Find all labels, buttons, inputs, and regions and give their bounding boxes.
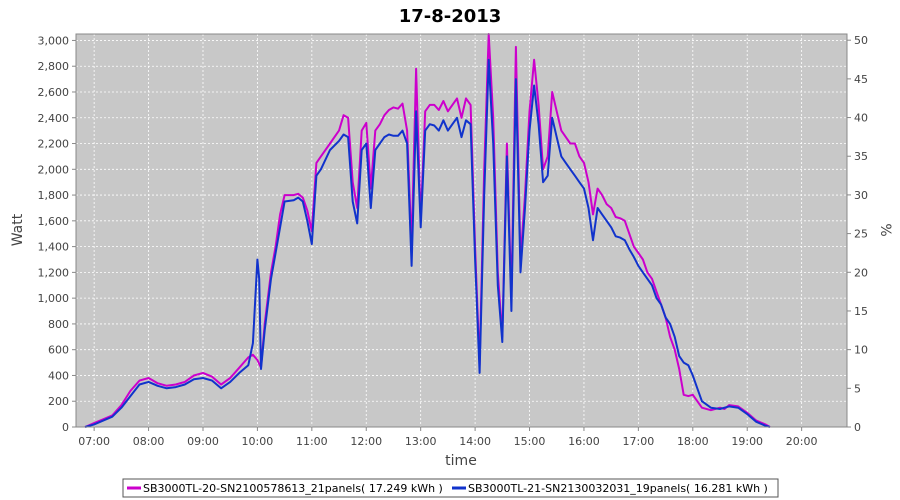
y-tick-label: 2,800 — [38, 60, 70, 73]
y-right-tick-label: 0 — [854, 421, 861, 434]
y-tick-label: 2,200 — [38, 138, 70, 151]
plot-area — [76, 34, 847, 427]
x-tick-label: 17:00 — [623, 435, 655, 448]
chart-title: 17-8-2013 — [399, 6, 502, 27]
y-axis-label: Watt — [10, 213, 26, 246]
x-tick-label: 11:00 — [296, 435, 328, 448]
x-tick-label: 15:00 — [514, 435, 546, 448]
x-tick-label: 07:00 — [78, 435, 110, 448]
y-tick-label: 200 — [48, 395, 69, 408]
y-axis-right-label: % — [877, 223, 893, 236]
x-tick-label: 13:00 — [405, 435, 437, 448]
legend: SB3000TL-20-SN2100578613_21panels( 17.24… — [122, 478, 779, 498]
x-tick-label: 19:00 — [731, 435, 763, 448]
y-tick-label: 1,400 — [38, 241, 70, 254]
y-tick-label: 2,000 — [38, 163, 70, 176]
legend-label-series-1: SB3000TL-20-SN2100578613_21panels( 17.24… — [143, 482, 443, 495]
x-tick-label: 20:00 — [786, 435, 818, 448]
y-tick-label: 2,400 — [38, 112, 70, 125]
x-axis-ticks: 07:00 08:00 09:00 10:00 11:00 12:00 13:00 14:00… — [78, 427, 817, 448]
y-tick-label: 3,000 — [38, 34, 70, 47]
y-right-tick-label: 35 — [854, 150, 868, 163]
y-tick-label: 2,600 — [38, 86, 70, 99]
series-layer — [75, 33, 848, 428]
y-right-tick-label: 50 — [854, 34, 868, 47]
legend-label-series-2: SB3000TL-21-SN2130032031_19panels( 16.28… — [468, 482, 768, 495]
y-tick-label: 0 — [62, 421, 69, 434]
y-right-tick-label: 10 — [854, 344, 868, 357]
x-tick-label: 12:00 — [350, 435, 382, 448]
y-tick-label: 400 — [48, 369, 69, 382]
y-right-tick-label: 15 — [854, 305, 868, 318]
plot-border — [75, 33, 848, 428]
series-line-2 — [84, 58, 771, 428]
series-line-1 — [84, 33, 771, 428]
y-right-tick-label: 45 — [854, 73, 868, 86]
y-right-tick-label: 5 — [854, 382, 861, 395]
x-tick-label: 09:00 — [187, 435, 219, 448]
y-axis-left-ticks: 0 200 400 600 800 1,000 1,200 1,400 1,600 1,800 2,… — [38, 34, 76, 434]
y-tick-label: 800 — [48, 318, 69, 331]
x-tick-label: 18:00 — [677, 435, 709, 448]
y-tick-label: 1,800 — [38, 189, 70, 202]
y-right-tick-label: 20 — [854, 266, 868, 279]
x-tick-label: 14:00 — [459, 435, 491, 448]
y-tick-label: 1,600 — [38, 215, 70, 228]
y-tick-label: 600 — [48, 344, 69, 357]
y-right-tick-label: 40 — [854, 112, 868, 125]
y-right-tick-label: 30 — [854, 189, 868, 202]
y-tick-label: 1,200 — [38, 266, 70, 279]
x-tick-label: 08:00 — [133, 435, 165, 448]
x-tick-label: 16:00 — [568, 435, 600, 448]
x-axis-label: time — [445, 453, 477, 469]
legend-box — [122, 478, 779, 498]
x-tick-label: 10:00 — [242, 435, 274, 448]
y-right-tick-label: 25 — [854, 228, 868, 241]
y-tick-label: 1,000 — [38, 292, 70, 305]
y-axis-right-ticks: 0 5 10 15 20 25 30 35 40 45 50 — [847, 34, 868, 434]
